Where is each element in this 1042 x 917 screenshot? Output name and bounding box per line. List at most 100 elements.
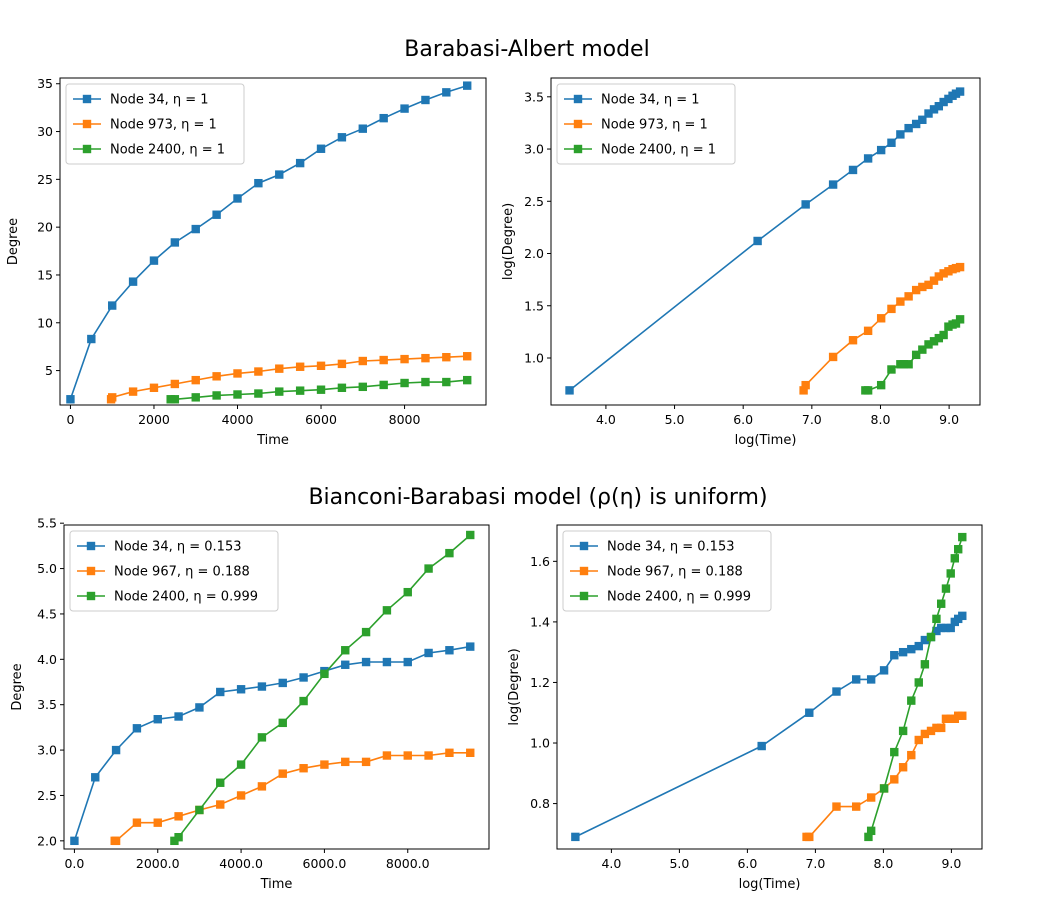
data-point [445, 646, 454, 655]
data-point [379, 380, 388, 390]
data-point [918, 115, 927, 124]
series-line-2 [806, 714, 963, 838]
data-point [379, 355, 388, 365]
data-point [195, 805, 204, 815]
axes-frame [550, 77, 981, 406]
x-tick-label: 7.0 [802, 412, 822, 427]
data-point [934, 333, 944, 343]
data-point [466, 530, 475, 540]
data-point [191, 224, 200, 234]
x-tick-label: 2000.0 [136, 856, 180, 871]
data-point [153, 818, 162, 827]
data-point [920, 635, 930, 645]
top-figure-title: Barabasi-Albert model [404, 37, 649, 62]
data-point [275, 170, 284, 179]
data-point [174, 833, 183, 842]
data-point [358, 356, 367, 366]
legend-marker [579, 566, 589, 576]
chart-panel-4: 4.0 5.0 6.0 7.0 8.0 9.0 0.8 1.0 1.2 1.4 1.6 log(Tim… [507, 524, 983, 892]
legend-marker [573, 94, 583, 104]
legend-marker [82, 119, 92, 129]
data-point [958, 532, 967, 542]
x-tick-label: 6000.0 [303, 856, 347, 871]
data-point [939, 269, 948, 278]
data-point [278, 769, 287, 778]
y-axis-label: Degree [6, 218, 21, 265]
data-point [382, 657, 392, 667]
data-point [316, 361, 326, 370]
y-tick-label: 4.5 [37, 606, 57, 621]
data-point [278, 718, 287, 728]
data-point [926, 632, 936, 642]
data-point [941, 714, 951, 723]
data-point [424, 564, 433, 573]
data-point [887, 138, 896, 147]
data-point [320, 760, 329, 769]
legend-marker [86, 591, 96, 601]
x-tick-label: 4.0 [601, 856, 621, 871]
legend-box [556, 83, 736, 165]
data-point [801, 200, 810, 209]
data-point [254, 367, 263, 376]
x-tick-label: 8000 [389, 412, 421, 427]
data-point [932, 723, 941, 733]
data-point [400, 378, 409, 388]
y-tick-label: 3.5 [37, 697, 57, 712]
x-tick-label: 8.0 [873, 856, 893, 871]
data-point [445, 548, 454, 558]
y-tick-label: 1.0 [530, 736, 550, 751]
data-point [257, 682, 267, 691]
data-point [879, 666, 889, 675]
y-tick-label: 1.2 [530, 675, 550, 690]
y-tick-label: 35 [37, 76, 53, 91]
data-point [316, 144, 326, 153]
data-point [866, 793, 876, 802]
data-point [890, 651, 899, 660]
data-point [832, 802, 841, 811]
data-point [864, 832, 873, 842]
legend-label: Node 2400, η = 0.999 [114, 590, 258, 605]
data-point [191, 375, 200, 385]
data-point [212, 372, 221, 381]
x-tick-label: 2000 [138, 412, 170, 427]
data-point [914, 641, 923, 651]
data-point [876, 380, 886, 390]
legend-label: Node 973, η = 1 [110, 118, 217, 133]
y-axis-label: log(Degree) [507, 648, 522, 725]
series-line-3 [867, 536, 964, 838]
data-point [403, 587, 412, 597]
legend-label: Node 2400, η = 1 [110, 143, 225, 158]
y-tick-label: 10 [37, 315, 53, 330]
data-point [805, 832, 814, 842]
x-tick-label: 7.0 [805, 856, 825, 871]
data-point [932, 614, 941, 624]
data-point [424, 648, 433, 658]
data-point [361, 657, 371, 667]
data-point [382, 751, 392, 760]
legend: Node 34, η = 1 Node 973, η = 1 Node 2400, … [556, 83, 736, 165]
data-point [149, 383, 159, 392]
data-point [111, 836, 121, 846]
legend: Node 34, η = 1 Node 973, η = 1 Node 2400, … [65, 83, 245, 165]
data-point [929, 105, 939, 114]
y-tick-label: 2.5 [37, 788, 57, 803]
legend-box [562, 530, 772, 612]
x-tick-label: 5.0 [665, 412, 685, 427]
data-point [295, 362, 305, 371]
x-tick-label: 4000 [222, 412, 254, 427]
data-point [421, 95, 430, 105]
data-point [466, 642, 475, 651]
y-tick-label: 2.0 [524, 246, 544, 261]
data-point [863, 326, 873, 336]
charts-area: 0 2000 4000 6000 8000 5 10 15 20 25 30 35 Time Degree… [6, 76, 983, 892]
data-point [937, 623, 946, 633]
y-tick-label: 1.4 [530, 614, 550, 629]
data-point [216, 687, 225, 697]
data-point [170, 395, 180, 404]
data-point [337, 359, 347, 369]
legend-marker [82, 94, 92, 104]
data-point [337, 383, 347, 392]
data-point [132, 818, 142, 827]
y-tick-label: 1.5 [524, 298, 544, 313]
